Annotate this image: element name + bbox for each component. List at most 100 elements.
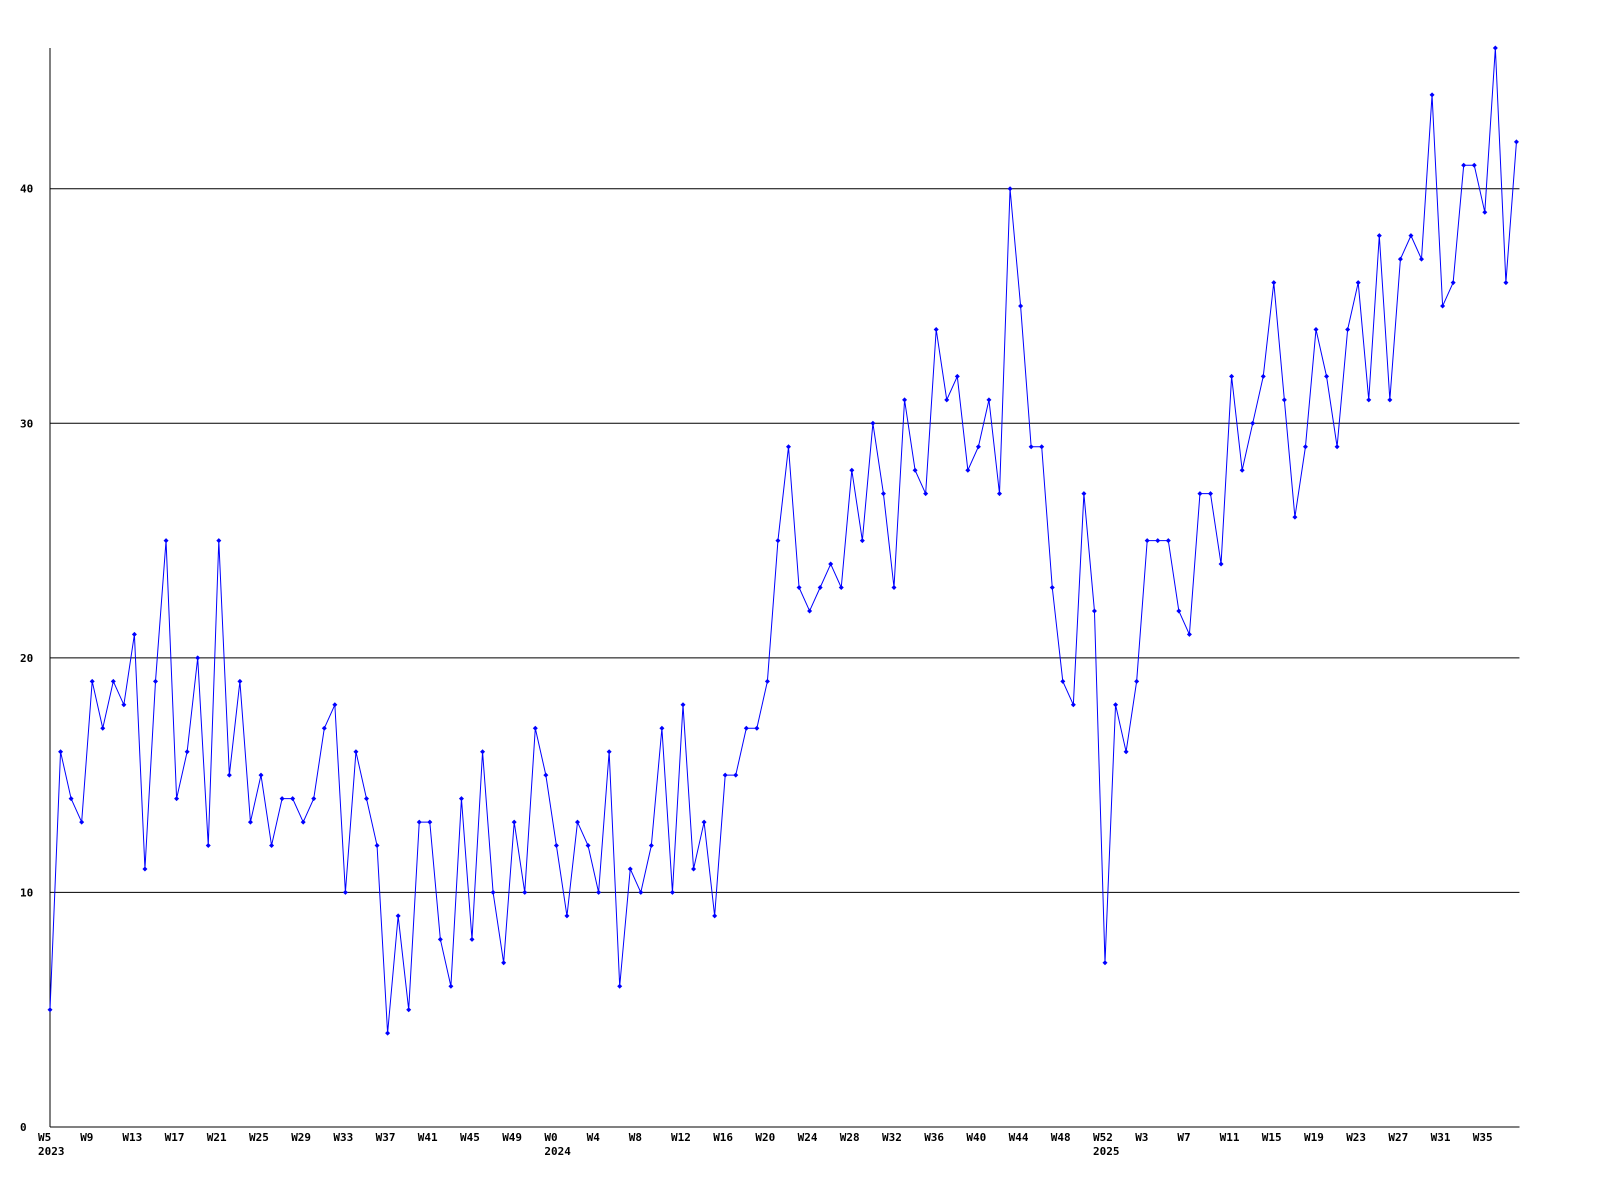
data-point [110, 678, 116, 684]
data-point [416, 819, 422, 825]
data-point [1007, 186, 1013, 192]
data-point [923, 491, 929, 497]
x-tick-label: W49 [502, 1131, 522, 1144]
data-point [954, 373, 960, 379]
data-point [1492, 45, 1498, 51]
x-tick-label: W35 [1473, 1131, 1493, 1144]
data-point [58, 749, 64, 755]
data-point [332, 702, 338, 708]
data-point [775, 538, 781, 544]
data-point [828, 561, 834, 567]
data-point [648, 843, 654, 849]
data-point [933, 326, 939, 332]
data-point [1408, 233, 1414, 239]
data-point [353, 749, 359, 755]
data-point [1250, 420, 1256, 426]
data-point [1197, 491, 1203, 497]
data-point [427, 819, 433, 825]
x-tick-label: W0 2024 [544, 1131, 571, 1158]
data-point [68, 796, 74, 802]
x-tick-label: W32 [882, 1131, 902, 1144]
data-point [1355, 280, 1361, 286]
data-point [849, 467, 855, 473]
data-point [1302, 444, 1308, 450]
data-point [342, 889, 348, 895]
x-tick-label: W31 [1431, 1131, 1451, 1144]
data-point [1113, 702, 1119, 708]
data-point [532, 725, 538, 731]
data-point [553, 843, 559, 849]
data-point [522, 889, 528, 895]
data-point [617, 983, 623, 989]
data-point [1292, 514, 1298, 520]
data-point [1070, 702, 1076, 708]
data-point [321, 725, 327, 731]
data-point [374, 843, 380, 849]
data-point [448, 983, 454, 989]
x-tick-label: W27 [1388, 1131, 1408, 1144]
data-point [1397, 256, 1403, 262]
data-point [47, 1007, 53, 1013]
data-point [1429, 92, 1435, 98]
data-point [912, 467, 918, 473]
x-tick-label: W52 2025 [1093, 1131, 1120, 1158]
data-point [1060, 678, 1066, 684]
data-point [743, 725, 749, 731]
data-point [1271, 280, 1277, 286]
data-point [511, 819, 517, 825]
x-tick-label: W5 2023 [38, 1131, 65, 1158]
data-point [1503, 280, 1509, 286]
x-tick-label: W17 [165, 1131, 185, 1144]
data-point [247, 819, 253, 825]
data-point [712, 913, 718, 919]
data-point [1049, 585, 1055, 590]
data-point [480, 749, 486, 755]
data-point [1260, 373, 1266, 379]
data-point [1387, 397, 1393, 403]
data-point [1186, 631, 1192, 637]
data-point [1313, 326, 1319, 332]
data-point [1028, 444, 1034, 450]
x-tick-label: W29 [291, 1131, 311, 1144]
x-tick-label: W37 [376, 1131, 396, 1144]
data-point [754, 725, 760, 731]
data-point [691, 866, 697, 872]
data-point [796, 585, 802, 590]
data-point [997, 491, 1002, 497]
data-point [1039, 444, 1045, 450]
data-point [1102, 960, 1108, 966]
data-point [1144, 538, 1150, 544]
data-point [226, 772, 232, 778]
x-tick-label: W40 [966, 1131, 986, 1144]
data-point [1450, 280, 1456, 286]
data-point [269, 843, 275, 849]
data-point [944, 397, 950, 403]
data-point [300, 819, 306, 825]
y-tick-label: 10 [20, 886, 33, 899]
data-point [458, 796, 464, 802]
data-point [1018, 303, 1024, 309]
data-point [870, 420, 876, 426]
data-line [49, 47, 1517, 1034]
data-point [89, 678, 95, 684]
data-point [575, 819, 580, 825]
data-point [638, 889, 644, 895]
data-point [79, 819, 85, 825]
data-point [606, 749, 612, 755]
x-tick-label: W11 [1220, 1131, 1240, 1144]
data-point [1208, 491, 1213, 497]
data-point [184, 749, 190, 755]
data-point [1513, 139, 1519, 145]
data-point [975, 444, 981, 450]
data-point [838, 585, 844, 590]
x-tick-label: W45 [460, 1131, 480, 1144]
data-point [1165, 538, 1171, 544]
x-tick-label: W21 [207, 1131, 227, 1144]
data-point [880, 491, 886, 497]
y-tick-label: 30 [20, 417, 33, 430]
data-point [142, 866, 148, 872]
x-tick-label: W15 [1262, 1131, 1282, 1144]
data-point [279, 796, 285, 802]
x-tick-label: W48 [1051, 1131, 1071, 1144]
